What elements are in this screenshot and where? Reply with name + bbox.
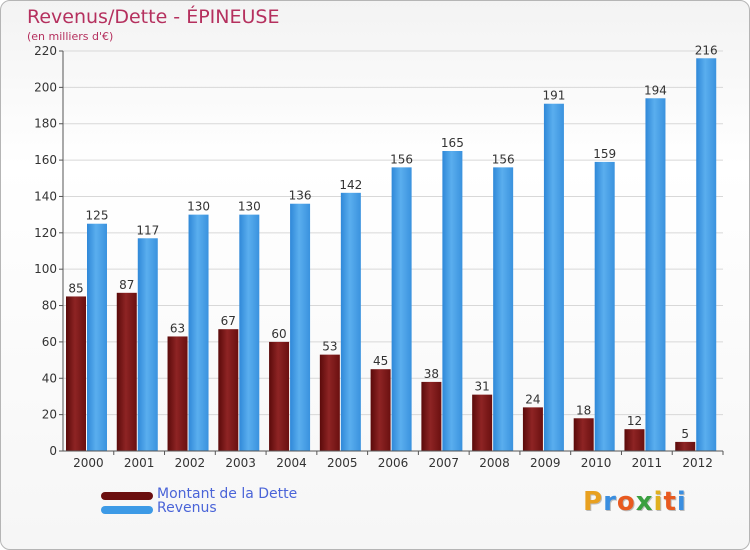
bar-revenue (290, 203, 311, 451)
x-tick-label: 2012 (682, 456, 713, 470)
bar-revenue (543, 103, 564, 452)
data-label-debt: 87 (119, 278, 134, 292)
bar-revenue (340, 192, 361, 451)
x-tick-label: 2006 (378, 456, 409, 470)
x-tick-label: 2010 (581, 456, 612, 470)
logo-letter: r (603, 487, 617, 517)
data-label-debt: 18 (576, 403, 591, 417)
chart-title: Revenus/Dette - ÉPINEUSE (27, 6, 280, 28)
y-tick-label: 140 (34, 189, 57, 203)
y-tick-label: 60 (42, 335, 57, 349)
bar-debt (269, 341, 290, 451)
data-label-revenue: 136 (289, 189, 312, 203)
bar-debt (472, 394, 493, 451)
logo-letter: i (676, 487, 687, 517)
data-label-debt: 45 (373, 354, 388, 368)
logo-letter: P (583, 487, 604, 517)
data-label-revenue: 191 (542, 89, 565, 103)
x-tick-label: 2011 (632, 456, 663, 470)
x-tick-label: 2005 (327, 456, 358, 470)
data-label-revenue: 142 (339, 178, 362, 192)
bar-debt (522, 407, 543, 451)
bar-debt (675, 441, 696, 451)
data-label-debt: 31 (475, 380, 490, 394)
data-label-debt: 12 (627, 414, 642, 428)
x-tick-label: 2007 (428, 456, 459, 470)
data-label-debt: 24 (525, 392, 540, 406)
bar-revenue (645, 98, 666, 451)
data-label-revenue: 165 (441, 136, 464, 150)
legend-label-revenue: Revenus (157, 500, 217, 516)
bar-revenue (594, 161, 615, 451)
bar-revenue (442, 151, 463, 451)
chart-subtitle: (en milliers d'€) (27, 30, 114, 43)
y-tick-label: 20 (42, 408, 57, 422)
bar-debt (421, 381, 442, 451)
legend-label-debt: Montant de la Dette (157, 486, 298, 502)
data-label-debt: 60 (271, 327, 286, 341)
bar-revenue (137, 238, 158, 451)
data-label-debt: 5 (681, 427, 689, 441)
data-label-revenue: 130 (238, 200, 261, 214)
y-tick-label: 0 (49, 444, 57, 458)
bar-debt (66, 296, 86, 451)
y-tick-label: 40 (42, 371, 57, 385)
logo-letter: t (663, 487, 677, 517)
bar-revenue (391, 167, 412, 451)
y-tick-label: 120 (34, 226, 57, 240)
data-label-revenue: 117 (136, 223, 159, 237)
data-label-revenue: 125 (86, 209, 109, 223)
data-label-revenue: 156 (390, 152, 413, 166)
y-tick-label: 80 (42, 299, 57, 313)
x-tick-label: 2000 (73, 456, 104, 470)
y-tick-label: 220 (34, 44, 57, 58)
x-tick-label: 2004 (276, 456, 307, 470)
data-label-revenue: 216 (695, 43, 718, 57)
bar-revenue (493, 167, 514, 451)
bar-revenue (696, 58, 717, 451)
bar-debt (624, 429, 645, 451)
data-label-debt: 67 (221, 314, 236, 328)
bar-revenue (188, 214, 209, 451)
bar-debt (319, 354, 340, 451)
proxiti-logo: Proxiti (583, 487, 687, 517)
logo-letter: i (653, 487, 664, 517)
data-label-debt: 63 (170, 321, 185, 335)
x-tick-label: 2008 (479, 456, 510, 470)
bar-revenue (87, 223, 107, 451)
logo-letter: x (635, 487, 654, 517)
legend-swatch-debt (101, 492, 153, 500)
y-tick-label: 180 (34, 117, 57, 131)
bar-debt (218, 329, 239, 451)
data-label-revenue: 130 (187, 200, 210, 214)
legend-swatch-revenue (101, 506, 153, 514)
y-tick-label: 160 (34, 153, 57, 167)
data-label-revenue: 159 (593, 147, 616, 161)
x-tick-label: 2001 (124, 456, 155, 470)
bar-debt (370, 369, 391, 451)
x-tick-label: 2003 (225, 456, 256, 470)
x-tick-label: 2002 (175, 456, 206, 470)
data-label-debt: 53 (322, 340, 337, 354)
bar-debt (167, 336, 188, 451)
bar-debt (573, 418, 594, 451)
data-label-revenue: 194 (644, 83, 667, 97)
y-tick-label: 100 (34, 262, 57, 276)
data-label-debt: 38 (424, 367, 439, 381)
bar-revenue (239, 214, 260, 451)
bar-debt (116, 292, 137, 451)
x-tick-label: 2009 (530, 456, 561, 470)
data-label-revenue: 156 (492, 152, 515, 166)
y-tick-label: 200 (34, 80, 57, 94)
data-label-debt: 85 (68, 281, 83, 295)
logo-letter: o (616, 487, 636, 517)
